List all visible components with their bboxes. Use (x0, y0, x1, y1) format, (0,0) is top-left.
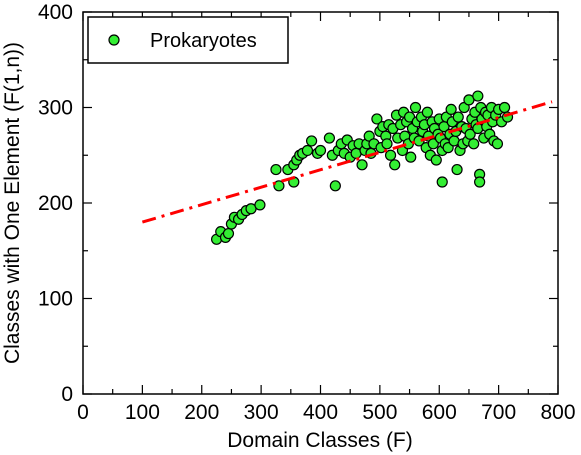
data-points (210, 90, 514, 245)
trend-line (141, 100, 553, 224)
y-tick-labels: 0 100 200 300 400 (38, 1, 73, 406)
legend-marker (108, 34, 120, 46)
x-tick-labels: 0 100 200 300 400 500 600 700 800 (77, 401, 575, 424)
x-tick-label: 100 (125, 401, 160, 424)
x-tick-label: 200 (184, 401, 219, 424)
data-point (301, 144, 314, 157)
data-point (405, 151, 417, 163)
data-point (472, 90, 484, 102)
data-point (498, 101, 511, 114)
data-point (409, 101, 422, 114)
data-point (254, 199, 266, 211)
data-point (329, 180, 341, 192)
data-point (445, 103, 457, 116)
x-tick-label: 0 (77, 401, 89, 424)
data-point (356, 159, 368, 171)
x-tick-label: 600 (422, 401, 457, 424)
y-axis-title: Classes with One Element (F(1,n)) (1, 42, 24, 364)
data-point (468, 138, 480, 150)
data-point (430, 154, 442, 166)
data-point (464, 128, 476, 140)
x-axis-title: Domain Classes (F) (227, 429, 413, 452)
x-tick-label: 300 (244, 401, 279, 424)
data-point (474, 176, 486, 188)
x-tick-label: 500 (362, 401, 397, 424)
y-tick-label: 0 (61, 383, 73, 406)
data-point (305, 135, 318, 147)
data-point (421, 106, 433, 118)
x-tick-label: 700 (481, 401, 516, 424)
x-tick-label: 800 (540, 401, 575, 424)
y-tick-label: 300 (38, 97, 73, 120)
data-point (389, 159, 401, 171)
y-tick-label: 400 (38, 1, 73, 24)
data-point (270, 163, 282, 176)
data-point (384, 149, 397, 161)
data-point (371, 113, 383, 125)
data-point (381, 138, 393, 150)
data-point (222, 227, 235, 240)
data-point (451, 163, 463, 176)
data-point (273, 180, 285, 192)
data-point (314, 144, 327, 157)
data-point (427, 138, 439, 150)
data-point (323, 132, 336, 144)
data-point (452, 111, 464, 123)
data-point (436, 176, 448, 188)
data-point (491, 138, 504, 150)
axis-ticks (82, 11, 559, 395)
legend-label: Prokaryotes (150, 30, 257, 52)
x-tick-label: 400 (303, 401, 338, 424)
legend-box (87, 16, 289, 64)
y-tick-label: 200 (38, 192, 73, 215)
plot-frame (82, 11, 559, 395)
y-tick-label: 100 (38, 288, 73, 311)
